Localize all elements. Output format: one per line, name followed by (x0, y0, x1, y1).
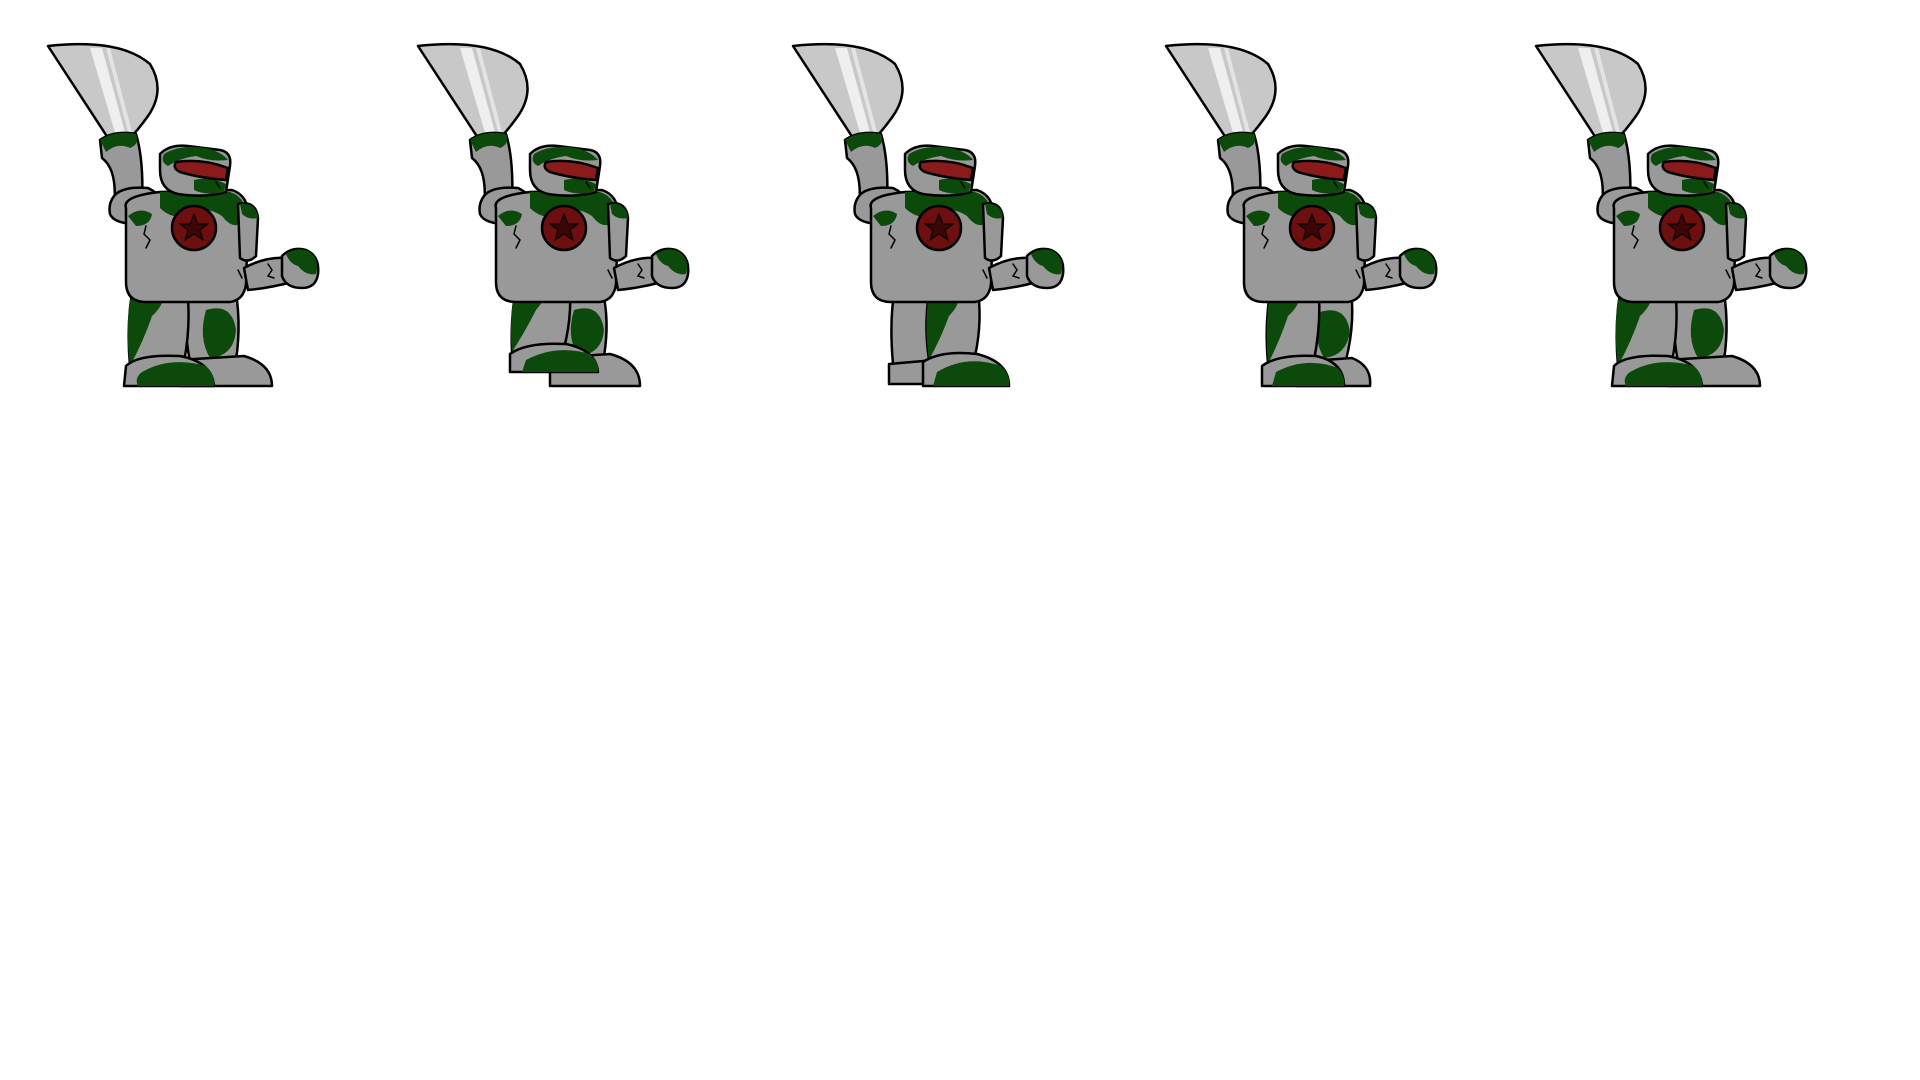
helmet-head (1276, 144, 1350, 197)
blade-weapon (1534, 42, 1647, 140)
shoulder-pad (1724, 202, 1748, 262)
torso (124, 188, 250, 304)
helmet-head (528, 144, 602, 197)
torso (494, 188, 620, 304)
walk-frame-3 (791, 42, 1065, 388)
extended-arm (1360, 247, 1438, 292)
robot-sprite-frame-5 (1518, 20, 1858, 480)
extended-arm (987, 247, 1065, 292)
robot-sprite-frame-1 (30, 20, 370, 480)
shoulder-pad (981, 202, 1005, 262)
helmet-head (158, 144, 232, 197)
shoulder-pad (236, 202, 260, 262)
front-leg (122, 280, 216, 388)
blade-weapon (791, 42, 904, 140)
robot-sprite-frame-3 (775, 20, 1115, 480)
blade-weapon (1164, 42, 1277, 140)
shoulder-pad (1354, 202, 1378, 262)
shoulder-pad (606, 202, 630, 262)
walk-frame-2 (416, 42, 690, 388)
robot-sprite-frame-4 (1148, 20, 1488, 480)
extended-arm (612, 247, 690, 292)
helmet-head (1646, 144, 1720, 197)
helmet-head (903, 144, 977, 197)
blade-weapon (46, 42, 159, 140)
robot-sprite-frame-2 (400, 20, 740, 480)
torso (1612, 188, 1738, 304)
walk-frame-5 (1534, 42, 1808, 388)
extended-arm (242, 247, 320, 292)
walk-frame-1 (46, 42, 320, 388)
torso (869, 188, 995, 304)
walk-frame-4 (1164, 42, 1438, 388)
blade-weapon (416, 42, 529, 140)
extended-arm (1730, 247, 1808, 292)
torso (1242, 188, 1368, 304)
front-leg (1610, 280, 1704, 388)
